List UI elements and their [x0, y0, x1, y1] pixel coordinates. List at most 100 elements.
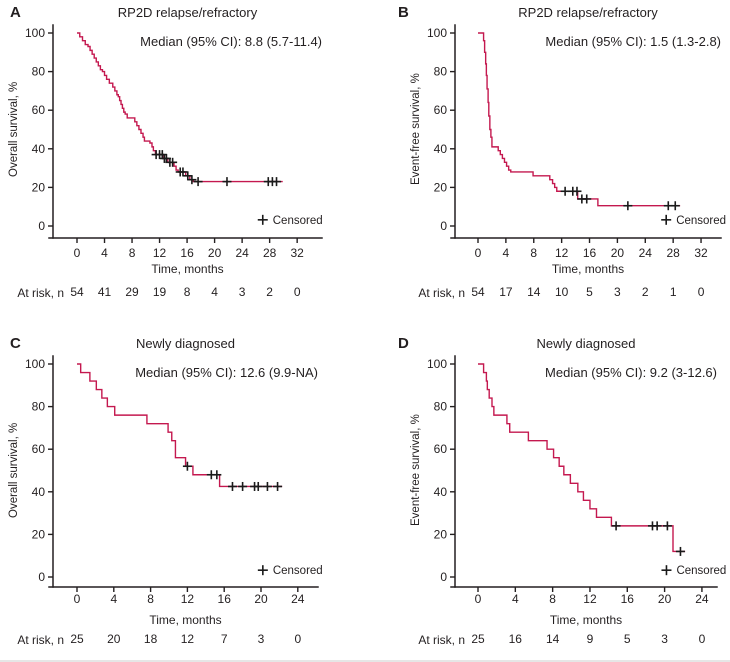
svg-text:12: 12 — [555, 246, 569, 260]
svg-text:100: 100 — [25, 26, 45, 40]
svg-text:17: 17 — [499, 285, 513, 299]
x-axis-label: Time, months — [551, 262, 625, 276]
svg-text:25: 25 — [70, 632, 84, 646]
svg-text:20: 20 — [32, 527, 46, 541]
svg-text:3: 3 — [239, 285, 246, 299]
axes — [450, 355, 718, 588]
svg-text:3: 3 — [258, 632, 265, 646]
svg-text:16: 16 — [621, 592, 635, 606]
svg-text:60: 60 — [434, 442, 448, 456]
svg-text:0: 0 — [440, 219, 447, 233]
median-annotation: Median (95% CI): 12.6 (9.9-NA) — [135, 365, 318, 380]
svg-text:28: 28 — [666, 246, 680, 260]
at-risk-label: At risk, n — [418, 633, 465, 647]
svg-text:41: 41 — [98, 285, 112, 299]
svg-text:0: 0 — [38, 570, 45, 584]
svg-text:32: 32 — [290, 246, 304, 260]
svg-text:12: 12 — [181, 592, 195, 606]
svg-text:8: 8 — [530, 246, 537, 260]
x-axis-ticks: 0 4 8 12 16 20 24 28 32 — [74, 238, 304, 260]
y-axis-ticks: 100 80 60 40 20 0 — [25, 26, 53, 233]
svg-text:60: 60 — [32, 442, 46, 456]
at-risk-label: At risk, n — [17, 286, 64, 300]
panel-title: Newly diagnosed — [135, 336, 235, 351]
axes — [450, 24, 722, 239]
svg-text:1: 1 — [670, 285, 677, 299]
median-annotation: Median (95% CI): 8.8 (5.7-11.4) — [140, 34, 322, 49]
survival-curve — [77, 32, 283, 183]
svg-text:0: 0 — [699, 632, 706, 646]
km-plot: 100 80 60 40 20 0 0 4 8 12 16 20 24 25 20 18 12 7 3 0 Censor… — [25, 355, 323, 646]
svg-text:12: 12 — [583, 592, 597, 606]
svg-text:0: 0 — [475, 246, 482, 260]
svg-text:40: 40 — [32, 485, 46, 499]
svg-text:28: 28 — [263, 246, 277, 260]
y-axis-ticks: 100 80 60 40 20 0 — [25, 357, 53, 584]
svg-text:4: 4 — [211, 285, 218, 299]
svg-text:7: 7 — [221, 632, 228, 646]
panel-d: D Newly diagnosed Median (95% CI): 9.2 (… — [365, 331, 730, 660]
svg-text:0: 0 — [440, 570, 447, 584]
svg-text:0: 0 — [698, 285, 705, 299]
axes — [48, 355, 319, 588]
at-risk-numbers: 54 41 29 19 8 4 3 2 0 — [70, 285, 300, 299]
svg-text:2: 2 — [642, 285, 649, 299]
svg-text:100: 100 — [25, 357, 45, 371]
svg-text:20: 20 — [107, 632, 121, 646]
svg-text:Censored: Censored — [273, 215, 323, 227]
svg-text:Censored: Censored — [676, 215, 726, 227]
x-axis-ticks: 0 4 8 12 16 20 24 — [475, 587, 709, 606]
svg-text:3: 3 — [661, 632, 668, 646]
svg-text:16: 16 — [583, 246, 597, 260]
panel-title: Newly diagnosed — [536, 336, 636, 351]
svg-text:24: 24 — [639, 246, 653, 260]
x-axis-label: Time, months — [549, 613, 623, 627]
svg-text:4: 4 — [503, 246, 510, 260]
x-axis-label: Time, months — [149, 613, 222, 627]
svg-text:20: 20 — [208, 246, 222, 260]
svg-text:16: 16 — [218, 592, 232, 606]
svg-text:80: 80 — [32, 400, 46, 414]
survival-curve — [478, 363, 686, 553]
panel-letter: D — [398, 335, 410, 352]
svg-text:40: 40 — [434, 485, 448, 499]
svg-text:Censored: Censored — [676, 565, 726, 577]
y-axis-ticks: 100 80 60 40 20 0 — [427, 26, 455, 233]
svg-text:24: 24 — [235, 246, 249, 260]
svg-text:20: 20 — [254, 592, 268, 606]
svg-text:20: 20 — [658, 592, 672, 606]
survival-curve — [478, 32, 681, 207]
x-axis-ticks: 0 4 8 12 16 20 24 — [74, 587, 305, 606]
svg-text:18: 18 — [144, 632, 158, 646]
svg-text:0: 0 — [475, 592, 482, 606]
axes — [48, 24, 323, 239]
svg-text:29: 29 — [125, 285, 139, 299]
at-risk-numbers: 25 20 18 12 7 3 0 — [70, 632, 301, 646]
svg-text:0: 0 — [38, 219, 45, 233]
svg-text:16: 16 — [180, 246, 194, 260]
x-axis-label: Time, months — [151, 262, 224, 276]
svg-text:12: 12 — [181, 632, 195, 646]
svg-text:60: 60 — [434, 103, 448, 117]
panel-a: A RP2D relapse/refractory Median (95% CI… — [0, 0, 365, 331]
svg-text:14: 14 — [527, 285, 541, 299]
survival-curve — [77, 363, 283, 488]
censored-legend: Censored — [257, 214, 323, 227]
svg-text:80: 80 — [434, 400, 448, 414]
panel-c: C Newly diagnosed Median (95% CI): 12.6 … — [0, 331, 365, 660]
svg-text:24: 24 — [695, 592, 709, 606]
censored-legend: Censored — [661, 565, 726, 577]
svg-text:8: 8 — [147, 592, 154, 606]
svg-text:3: 3 — [614, 285, 621, 299]
svg-text:40: 40 — [32, 142, 46, 156]
panel-title: RP2D relapse/refractory — [518, 5, 658, 20]
svg-text:20: 20 — [611, 246, 625, 260]
svg-text:100: 100 — [427, 357, 447, 371]
svg-text:5: 5 — [624, 632, 631, 646]
svg-text:10: 10 — [555, 285, 569, 299]
svg-text:100: 100 — [427, 26, 447, 40]
svg-text:54: 54 — [471, 285, 485, 299]
y-axis-ticks: 100 80 60 40 20 0 — [427, 357, 455, 584]
svg-text:19: 19 — [153, 285, 167, 299]
